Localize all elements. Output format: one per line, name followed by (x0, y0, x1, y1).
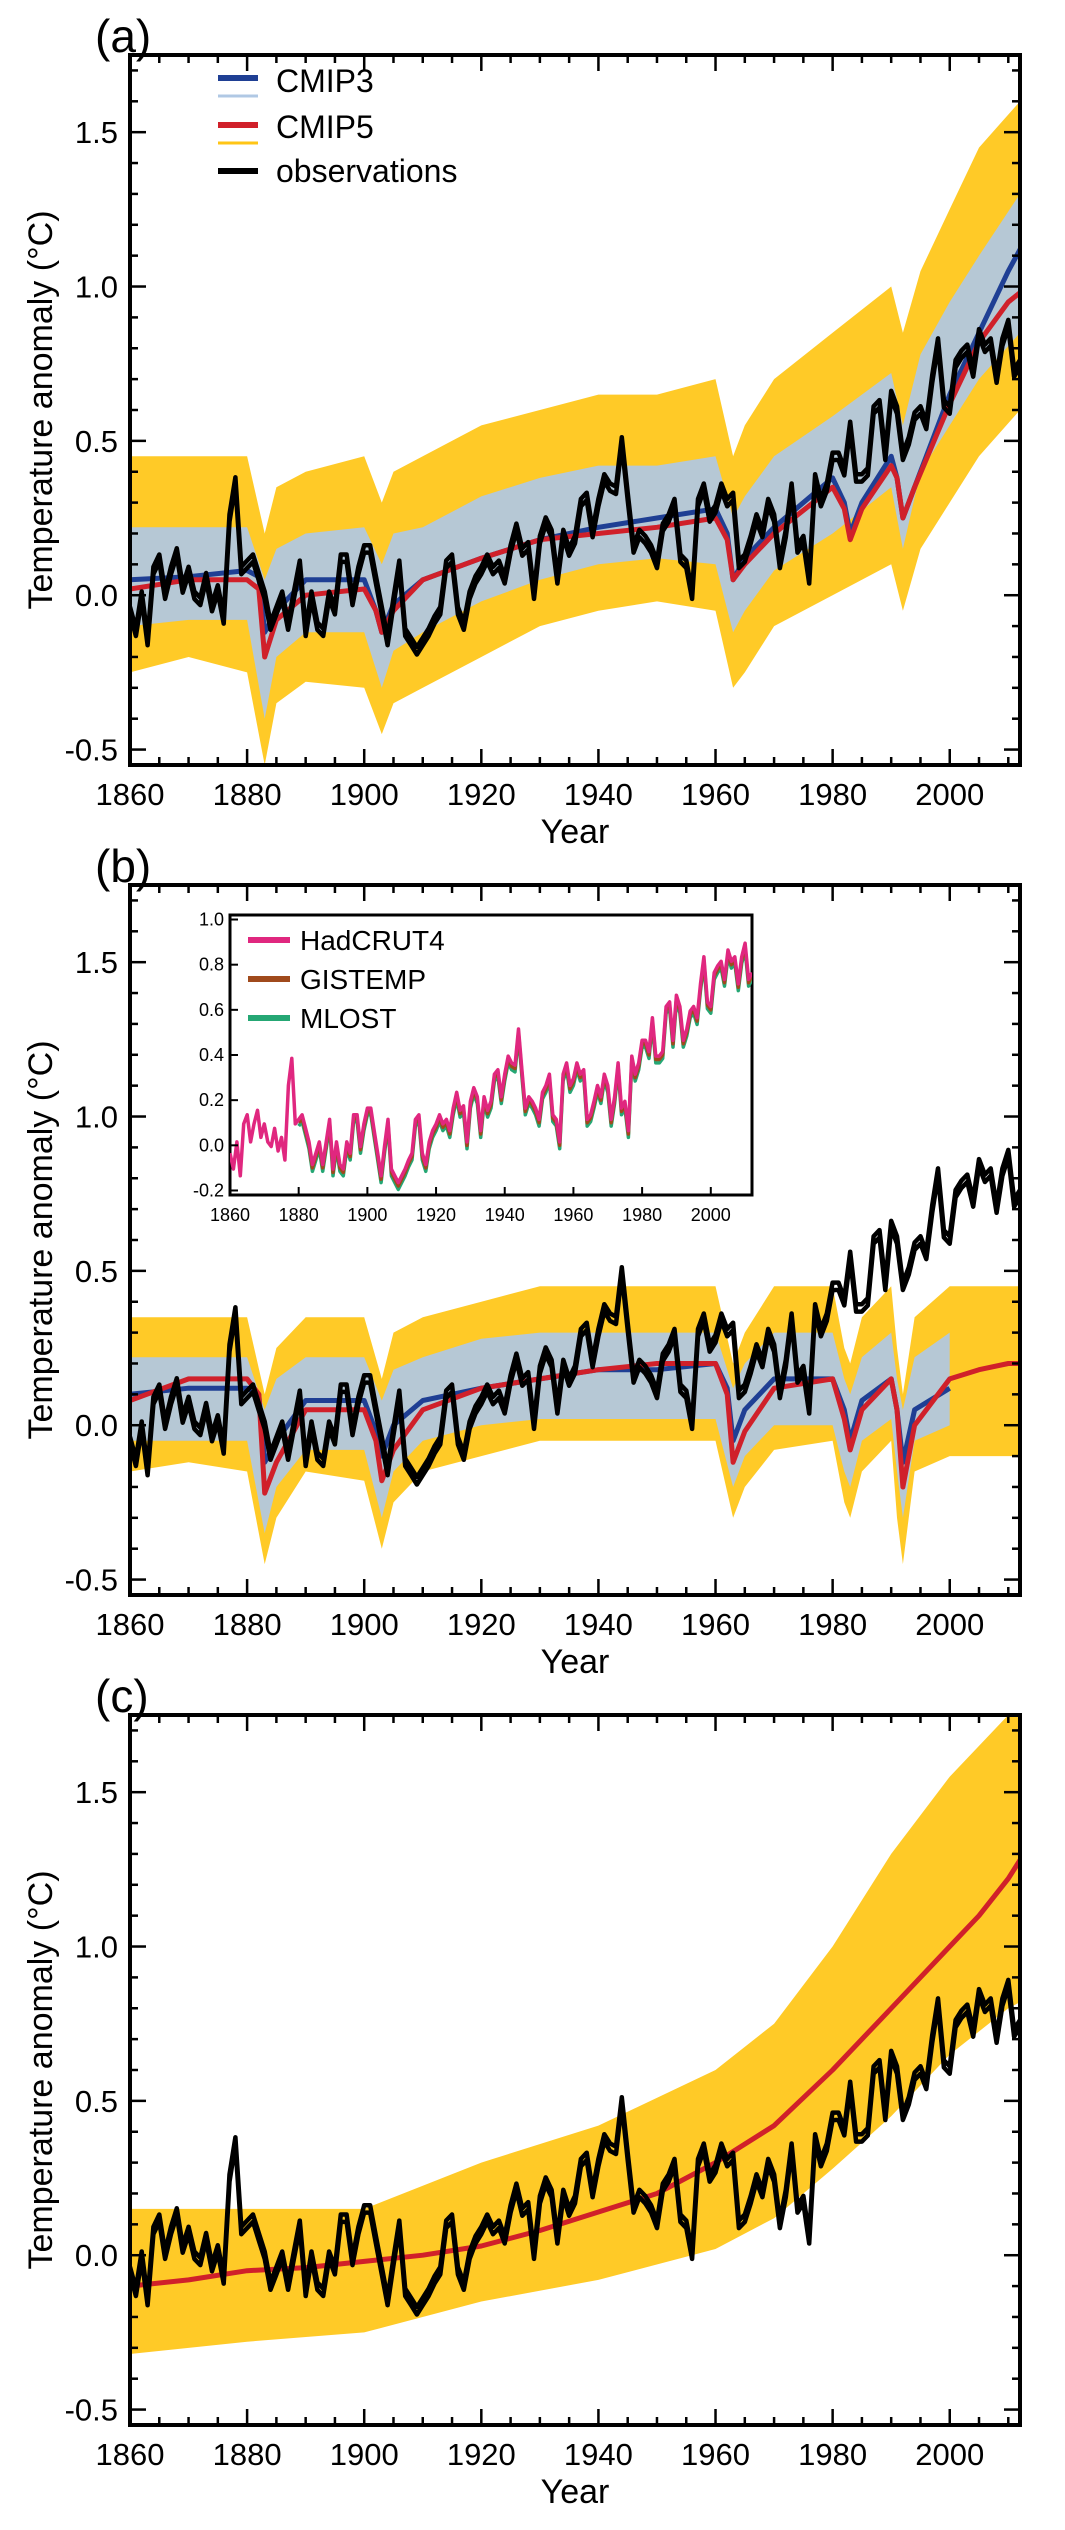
panel-a-xtick-label: 1940 (564, 777, 633, 812)
inset-legend-label-mlost: MLOST (300, 1003, 396, 1034)
inset-ytick-label: 0.8 (199, 955, 224, 975)
inset-hadcrut4-line (230, 941, 752, 1185)
panel-a-xtick-label: 1900 (330, 777, 399, 812)
panel-a-xtick-label: 1980 (798, 777, 867, 812)
panel-c-xtick-label: 2000 (915, 2437, 984, 2472)
panel-a-xlabel: Year (541, 813, 610, 851)
panel-c-xtick-label: 1980 (798, 2437, 867, 2472)
panel-b-ytick-label: 0.5 (75, 1254, 118, 1289)
inset-ytick-label: -0.2 (193, 1180, 224, 1200)
panel-c: (c) 1860 1880 1900 1920 1940 1960 1980 2000-0.5… (22, 1670, 1022, 2511)
panel-b-ytick-label: 1.5 (75, 945, 118, 980)
panel-c-ytick-label: 1.5 (75, 1775, 118, 1810)
panel-c-ytick-label: -0.5 (65, 2393, 118, 2428)
panel-b-xtick-label: 1860 (96, 1607, 165, 1642)
panel-b: (b) 1860 1880 1900 1920 1940 1960 1980 2000-0.5… (22, 840, 1022, 1681)
panel-a-legend: CMIP3 CMIP5 observations (218, 63, 457, 189)
inset-legend-label-gistemp: GISTEMP (300, 964, 426, 995)
panel-c-ylabel: Temperature anomaly (°C) (22, 1870, 60, 2269)
panel-c-cmip5-line (130, 1858, 1020, 2289)
panel-a-observations-line-2 (130, 325, 1020, 657)
panel-c-ytick-label: 0.0 (75, 2238, 118, 2273)
inset-ytick-label: 0.0 (199, 1135, 224, 1155)
inset-legend-label-hadcrut4: HadCRUT4 (300, 925, 445, 956)
inset-xtick-label: 2000 (691, 1205, 731, 1225)
panel-a-ytick-label: 1.5 (75, 115, 118, 150)
legend-label-cmip5: CMIP5 (276, 109, 374, 145)
panel-c-xtick-label: 1940 (564, 2437, 633, 2472)
panel-a-ytick-label: 1.0 (75, 270, 118, 305)
panel-a-ytick-label: -0.5 (65, 733, 118, 768)
panel-b-ytick-label: 1.0 (75, 1100, 118, 1135)
panel-c-ytick-label: 0.5 (75, 2084, 118, 2119)
panel-b-inset: 1860 1880 1900 1920 1940 1960 1980 2000 -0.2 0.0 0… (193, 910, 754, 1225)
panel-a-xtick-label: 1880 (213, 777, 282, 812)
panel-b-ylabel: Temperature anomaly (°C) (22, 1040, 60, 1439)
inset-xtick-label: 1940 (485, 1205, 525, 1225)
panel-a: (a) 1860 1880 1900 1920 1940 1960 1980 2000-0.5… (22, 10, 1022, 851)
inset-ytick-label: 0.2 (199, 1090, 224, 1110)
panel-a-xtick-label: 2000 (915, 777, 984, 812)
panel-b-xlabel: Year (541, 1643, 610, 1681)
panel-a-xtick-label: 1920 (447, 777, 516, 812)
panel-b-xtick-label: 1900 (330, 1607, 399, 1642)
panel-b-ytick-label: -0.5 (65, 1563, 118, 1598)
panel-b-xtick-label: 2000 (915, 1607, 984, 1642)
panel-a-xtick-label: 1860 (96, 777, 165, 812)
inset-ytick-label: 0.4 (199, 1045, 224, 1065)
inset-xtick-label: 1980 (622, 1205, 662, 1225)
inset-xtick-label: 1880 (279, 1205, 319, 1225)
inset-xtick-label: 1860 (210, 1205, 250, 1225)
panel-b-xtick-label: 1920 (447, 1607, 516, 1642)
panel-c-xtick-label: 1900 (330, 2437, 399, 2472)
panel-c-xtick-label: 1960 (681, 2437, 750, 2472)
panel-a-xtick-label: 1960 (681, 777, 750, 812)
panel-b-xtick-label: 1880 (213, 1607, 282, 1642)
panel-a-ytick-label: 0.0 (75, 578, 118, 613)
panel-c-observations-line-2 (130, 1985, 1020, 2317)
panel-c-xtick-label: 1920 (447, 2437, 516, 2472)
legend-label-cmip3: CMIP3 (276, 63, 374, 99)
inset-ytick-label: 1.0 (199, 910, 224, 930)
panel-b-xtick-label: 1960 (681, 1607, 750, 1642)
panel-c-xtick-label: 1860 (96, 2437, 165, 2472)
panel-b-xtick-label: 1940 (564, 1607, 633, 1642)
inset-xtick-label: 1920 (416, 1205, 456, 1225)
panel-a-ylabel: Temperature anomaly (°C) (22, 210, 60, 609)
inset-ytick-label: 0.6 (199, 1000, 224, 1020)
panel-b-xtick-label: 1980 (798, 1607, 867, 1642)
panel-c-ytick-label: 1.0 (75, 1930, 118, 1965)
inset-xtick-label: 1960 (553, 1205, 593, 1225)
panel-c-xlabel: Year (541, 2473, 610, 2511)
inset-xtick-label: 1900 (347, 1205, 387, 1225)
inset-legend: HadCRUT4 GISTEMP MLOST (248, 925, 445, 1034)
legend-label-observations: observations (276, 153, 457, 189)
panel-b-ytick-label: 0.0 (75, 1408, 118, 1443)
panel-b-observations-line-2 (130, 1155, 1020, 1487)
panel-a-ytick-label: 0.5 (75, 424, 118, 459)
panel-c-xtick-label: 1880 (213, 2437, 282, 2472)
